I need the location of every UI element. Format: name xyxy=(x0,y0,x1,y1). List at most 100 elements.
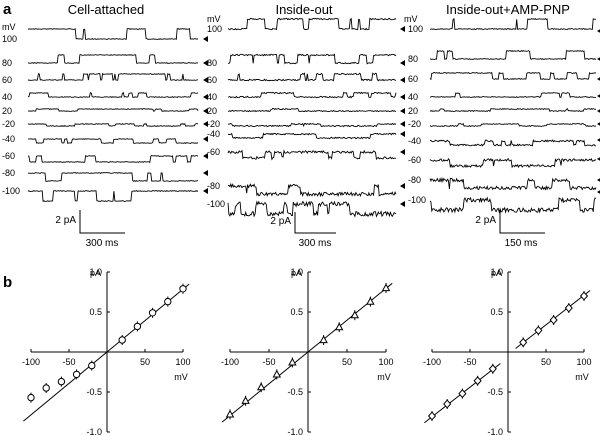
current-trace xyxy=(27,138,199,144)
closed-level-marker xyxy=(597,109,600,113)
data-point xyxy=(88,361,96,370)
current-trace xyxy=(227,149,397,161)
voltage-label: -40 xyxy=(2,134,15,144)
voltage-label: 60 xyxy=(207,75,217,85)
current-trace xyxy=(27,27,199,41)
voltage-label: -80 xyxy=(408,175,421,185)
current-scale-label: 2 pA xyxy=(55,215,76,226)
current-trace xyxy=(429,196,597,214)
data-point xyxy=(549,315,558,325)
iv-plot: -100 -50 50 100 1.0 0.5 -0.5 -1.0 pA mV xyxy=(221,267,394,436)
closed-level-marker xyxy=(597,122,600,126)
current-trace xyxy=(429,17,597,30)
current-trace xyxy=(429,176,597,191)
voltage-label: -100 xyxy=(408,195,426,205)
voltage-label: -60 xyxy=(207,147,220,157)
regression-line xyxy=(221,282,393,423)
voltage-label: -40 xyxy=(207,129,220,139)
y-tick-label: 0.5 xyxy=(290,307,303,317)
closed-level-marker xyxy=(597,77,600,81)
data-point xyxy=(57,377,66,386)
closed-level-marker xyxy=(400,121,405,127)
x-tick-label: 50 xyxy=(342,357,352,367)
scale-bar xyxy=(499,210,545,234)
y-tick-label: -0.5 xyxy=(287,387,303,397)
x-axis-label: mV xyxy=(174,372,188,382)
y-tick-label: 0.5 xyxy=(89,307,102,317)
data-point xyxy=(458,389,467,399)
single-channel-traces: 10080604020-20-40-60-80-10010080604020-2… xyxy=(2,17,600,218)
voltage-label: 20 xyxy=(408,106,418,116)
data-point xyxy=(148,309,157,317)
data-point xyxy=(366,296,375,305)
data-point xyxy=(288,357,297,366)
voltage-label: 60 xyxy=(408,74,418,84)
closed-level-marker xyxy=(203,170,208,176)
current-trace xyxy=(429,71,597,81)
voltage-label: -80 xyxy=(2,168,15,178)
y-tick-label: -1.0 xyxy=(86,427,102,436)
voltage-unit-col1: mV xyxy=(2,22,16,32)
current-trace xyxy=(28,91,199,98)
y-axis-label: pA xyxy=(90,268,101,278)
closed-level-marker xyxy=(400,201,405,207)
iv-plots: -100 -50 50 100 1.0 0.5 -0.5 -1.0 pA mV -100 -50 50 1… xyxy=(22,267,592,436)
current-trace xyxy=(27,123,199,127)
closed-level-marker xyxy=(203,136,208,142)
voltage-label: 60 xyxy=(2,75,12,85)
data-point xyxy=(564,303,573,313)
y-tick-label: 1.0 xyxy=(290,267,303,277)
regression-line xyxy=(23,283,190,422)
time-scale-label: 300 ms xyxy=(299,238,332,249)
y-tick-label: -1.0 xyxy=(487,427,503,436)
current-trace xyxy=(27,72,199,82)
x-tick-label: 50 xyxy=(140,357,150,367)
data-point xyxy=(334,322,344,331)
data-point xyxy=(427,411,437,421)
scale-bar xyxy=(79,210,125,234)
closed-level-marker xyxy=(203,94,208,100)
voltage-label: 100 xyxy=(207,24,222,34)
voltage-label: -20 xyxy=(2,119,15,129)
current-trace xyxy=(28,172,198,182)
current-trace xyxy=(227,200,397,218)
voltage-label: 40 xyxy=(207,92,217,102)
current-trace xyxy=(429,138,597,147)
closed-level-marker xyxy=(203,153,208,159)
closed-level-marker xyxy=(597,94,600,98)
closed-level-marker xyxy=(400,94,405,100)
data-point xyxy=(179,285,187,293)
y-axis-label: pA xyxy=(291,268,302,278)
y-tick-label: 0.5 xyxy=(490,307,503,317)
current-trace xyxy=(429,122,597,127)
column-title-cell-attached: Cell-attached xyxy=(68,2,145,17)
data-point xyxy=(241,396,250,404)
closed-level-marker xyxy=(400,183,405,189)
closed-level-marker xyxy=(597,138,600,142)
current-trace xyxy=(227,182,397,198)
voltage-label: 80 xyxy=(408,54,418,64)
data-point xyxy=(133,322,142,331)
data-point xyxy=(579,291,589,301)
voltage-label: -20 xyxy=(408,119,421,129)
current-trace xyxy=(227,17,397,31)
closed-level-marker xyxy=(400,131,405,137)
voltage-label: 40 xyxy=(408,92,418,102)
data-point xyxy=(350,310,360,319)
voltage-label: 80 xyxy=(207,58,217,68)
panel-a-label: a xyxy=(3,1,12,18)
current-trace xyxy=(27,108,199,112)
closed-level-marker xyxy=(400,149,405,155)
current-trace xyxy=(227,53,397,65)
current-scale-label: 2 pA xyxy=(270,216,291,227)
data-point xyxy=(519,337,528,347)
x-tick-label: -100 xyxy=(22,357,40,367)
column-title-inside-out: Inside-out xyxy=(275,2,332,17)
y-tick-label: 1.0 xyxy=(89,267,102,277)
data-point xyxy=(27,393,35,402)
x-tick-label: 50 xyxy=(541,357,551,367)
data-point xyxy=(488,364,497,374)
y-tick-label: -0.5 xyxy=(487,387,503,397)
voltage-label: 20 xyxy=(207,106,217,116)
data-point xyxy=(118,336,126,344)
